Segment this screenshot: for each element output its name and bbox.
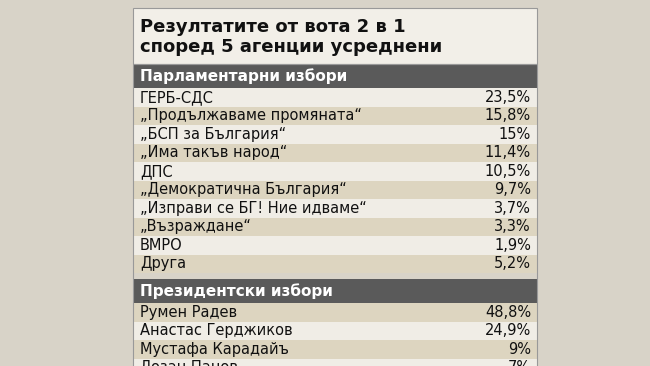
Bar [133, 236, 537, 254]
Bar [133, 8, 537, 64]
Bar [133, 8, 537, 64]
Bar [133, 162, 537, 180]
Text: „Изправи се БГ! Ние идваме“: „Изправи се БГ! Ние идваме“ [140, 201, 367, 216]
Text: Мустафа Карадайъ: Мустафа Карадайъ [140, 342, 289, 357]
Text: 9,7%: 9,7% [494, 182, 531, 197]
Bar [133, 279, 537, 303]
Text: според 5 агенции усреднени: според 5 агенции усреднени [140, 38, 442, 56]
Text: 9%: 9% [508, 342, 531, 357]
Text: 1,9%: 1,9% [494, 238, 531, 253]
Text: Румен Радев: Румен Радев [140, 305, 237, 320]
Text: ДПС: ДПС [140, 164, 173, 179]
Text: 5,2%: 5,2% [494, 256, 531, 271]
Bar [133, 217, 537, 236]
Text: Резултатите от вота 2 в 1: Резултатите от вота 2 в 1 [140, 18, 406, 36]
Text: „Продължаваме промяната“: „Продължаваме промяната“ [140, 108, 362, 123]
Bar [133, 64, 537, 88]
Text: 7%: 7% [508, 360, 531, 366]
Text: „Има такъв народ“: „Има такъв народ“ [140, 145, 287, 160]
Text: Парламентарни избори: Парламентарни избори [140, 68, 347, 84]
Text: 23,5%: 23,5% [485, 90, 531, 105]
Bar [133, 254, 537, 273]
Bar [133, 180, 537, 199]
Bar [133, 88, 537, 107]
Text: Друга: Друга [140, 256, 186, 271]
Bar [133, 125, 537, 143]
Text: 48,8%: 48,8% [485, 305, 531, 320]
Text: ГЕРБ-СДС: ГЕРБ-СДС [140, 90, 214, 105]
Text: ВМРО: ВМРО [140, 238, 183, 253]
Text: Анастас Герджиков: Анастас Герджиков [140, 323, 292, 338]
Text: 24,9%: 24,9% [485, 323, 531, 338]
Text: 11,4%: 11,4% [485, 145, 531, 160]
Bar [133, 199, 537, 217]
Text: „БСП за България“: „БСП за България“ [140, 127, 286, 142]
Text: 15%: 15% [499, 127, 531, 142]
Bar [133, 107, 537, 125]
Text: 3,3%: 3,3% [495, 219, 531, 234]
Bar [133, 64, 537, 366]
Bar [133, 340, 537, 359]
Text: 15,8%: 15,8% [485, 108, 531, 123]
Text: Президентски избори: Президентски избори [140, 283, 333, 299]
Text: „Възраждане“: „Възраждане“ [140, 219, 252, 234]
Bar [133, 143, 537, 162]
Bar [133, 359, 537, 366]
Text: 10,5%: 10,5% [485, 164, 531, 179]
Bar [133, 303, 537, 321]
Text: Лозан Панов: Лозан Панов [140, 360, 238, 366]
Text: 3,7%: 3,7% [494, 201, 531, 216]
Bar [133, 321, 537, 340]
Text: „Демократична България“: „Демократична България“ [140, 182, 346, 197]
